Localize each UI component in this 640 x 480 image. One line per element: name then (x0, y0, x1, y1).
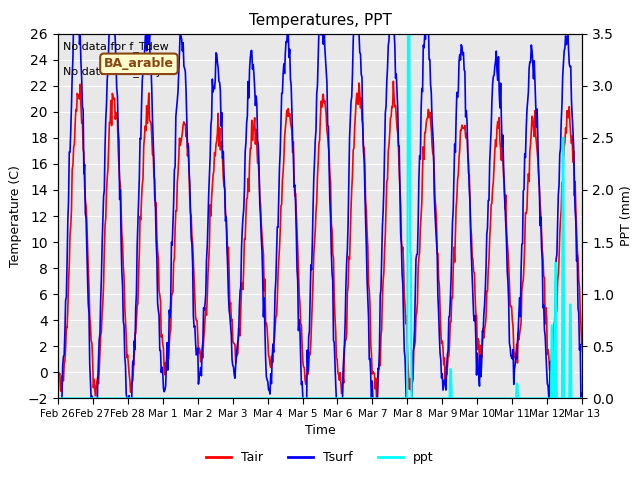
Text: No data for f_Tsky: No data for f_Tsky (63, 66, 162, 77)
Title: Temperatures, PPT: Temperatures, PPT (248, 13, 392, 28)
Y-axis label: Temperature (C): Temperature (C) (9, 165, 22, 267)
Text: No data for f_Tdew: No data for f_Tdew (63, 41, 168, 52)
Text: BA_arable: BA_arable (104, 57, 174, 70)
X-axis label: Time: Time (305, 424, 335, 437)
Y-axis label: PPT (mm): PPT (mm) (620, 186, 633, 246)
Legend: Tair, Tsurf, ppt: Tair, Tsurf, ppt (202, 446, 438, 469)
